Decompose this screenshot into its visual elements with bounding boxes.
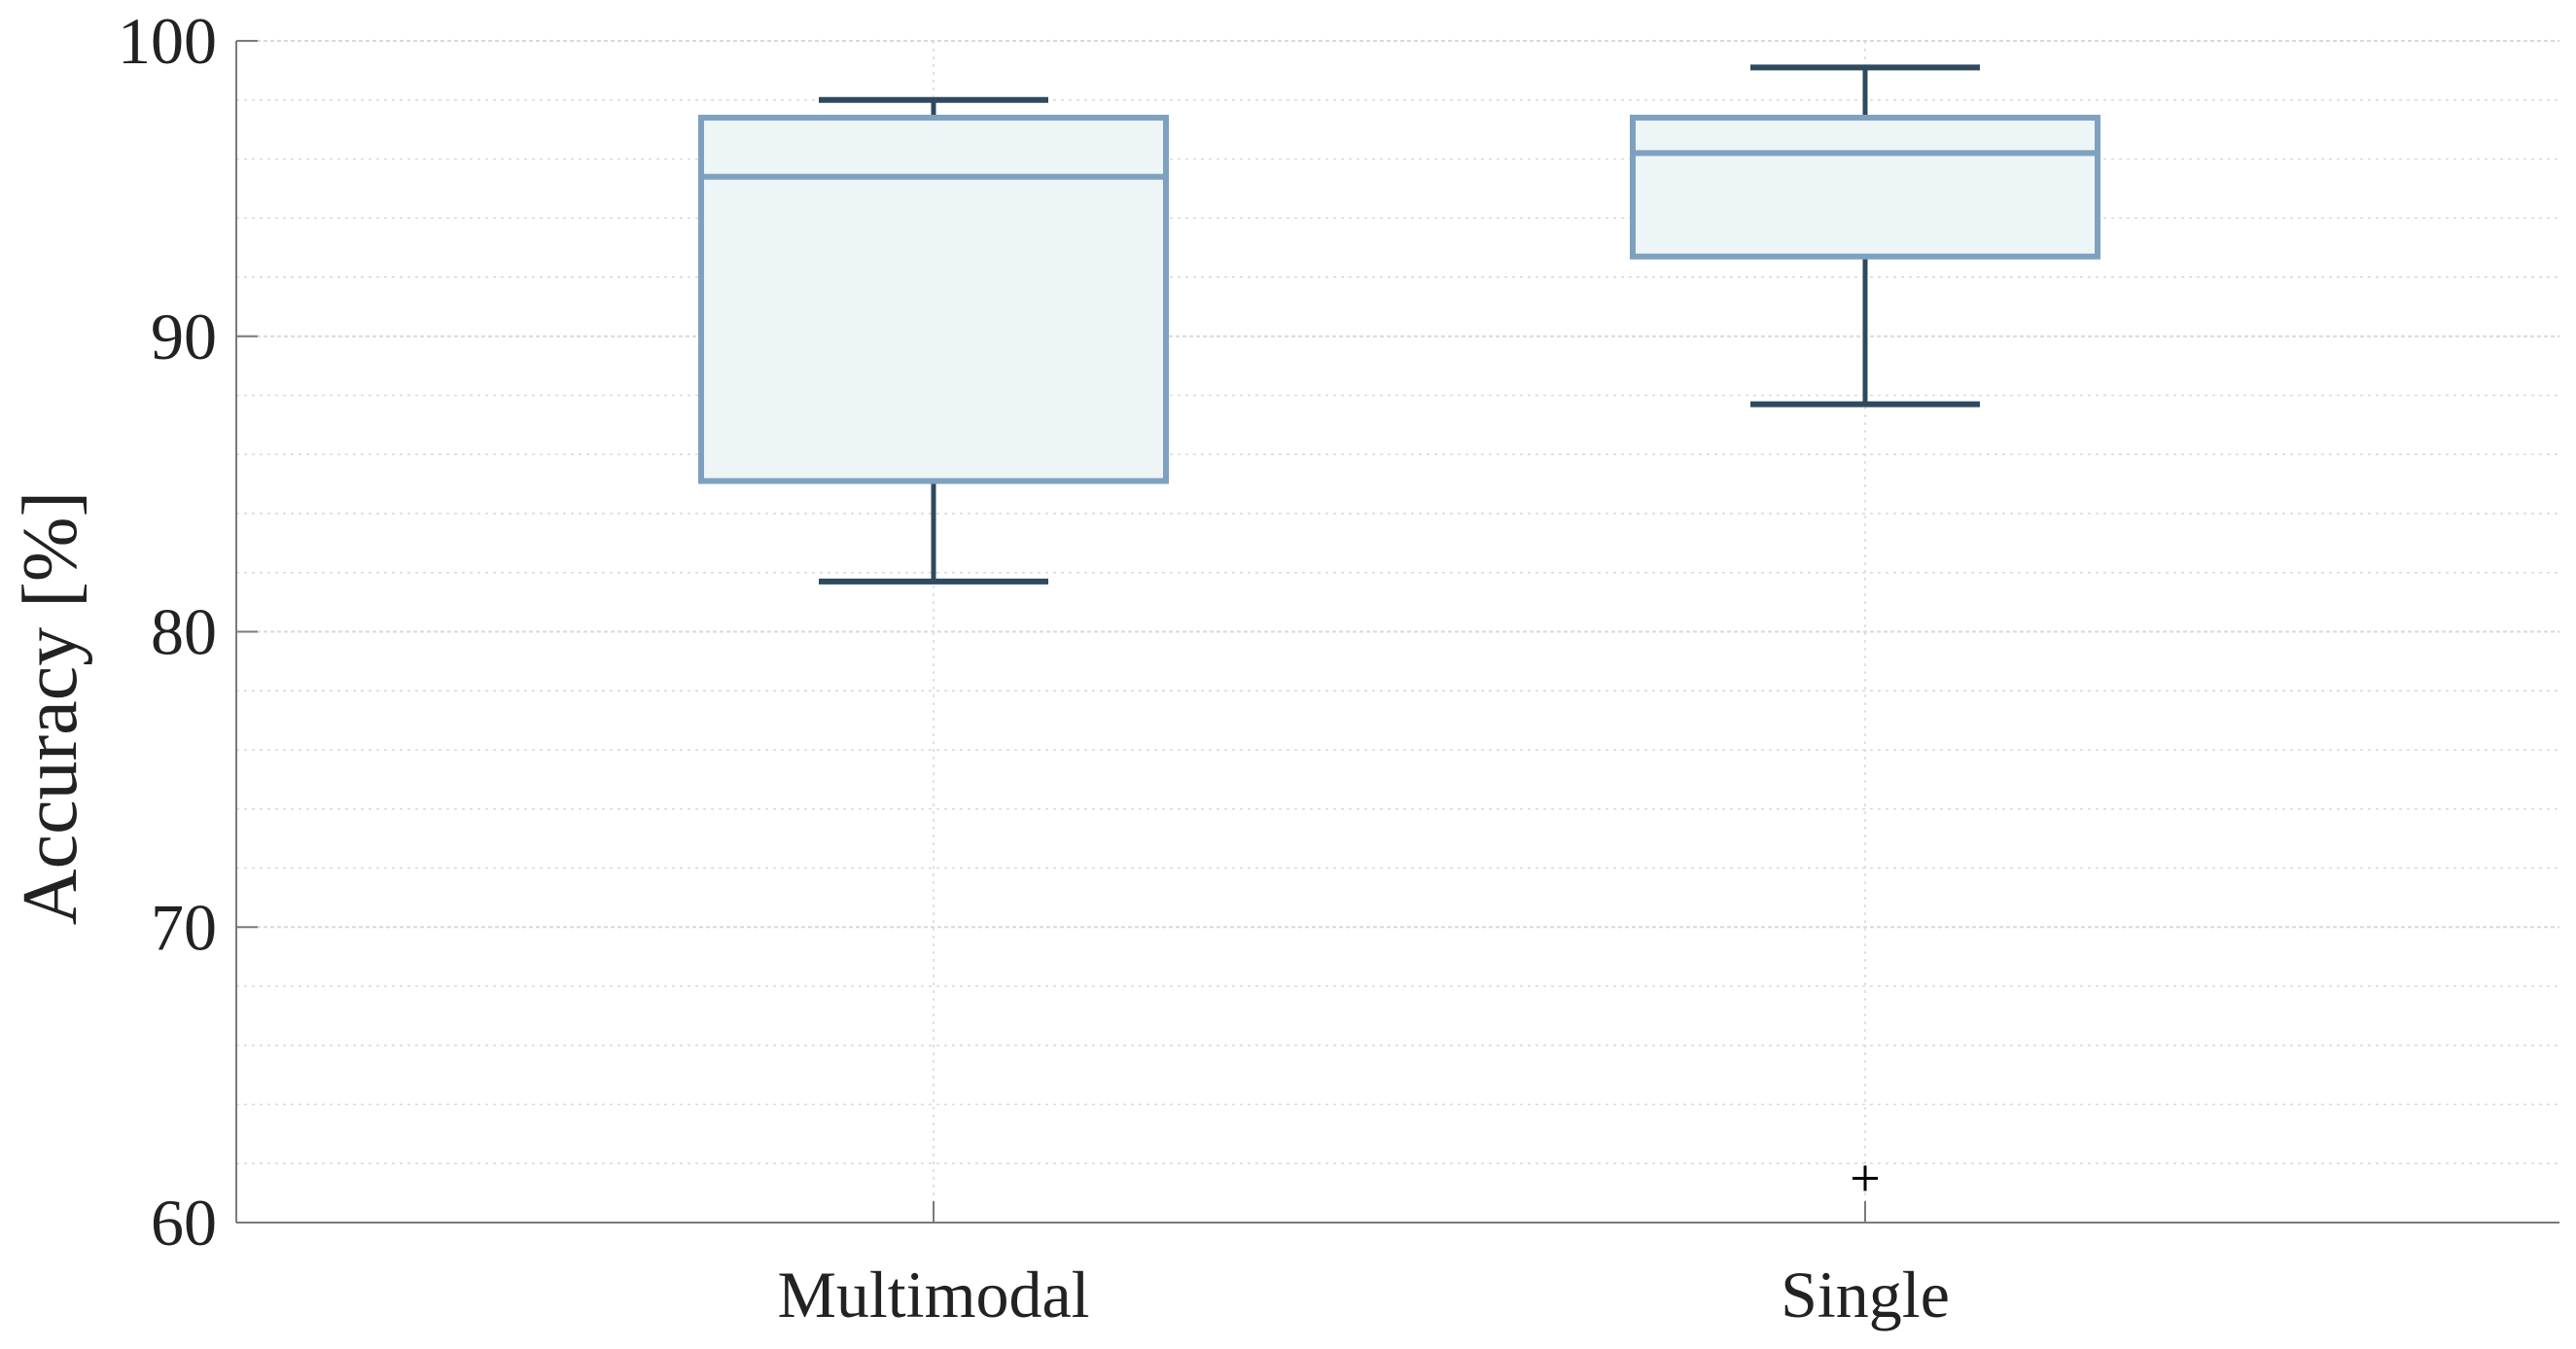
x-tick-label: Multimodal: [777, 1258, 1089, 1331]
x-tick-label: Single: [1781, 1258, 1950, 1331]
grid-lines: [236, 40, 2559, 1223]
y-tick-label: 100: [118, 4, 217, 78]
y-tick-label: 80: [151, 595, 217, 669]
y-tick-label: 70: [151, 890, 217, 964]
axes: [235, 40, 2559, 1224]
y-tick-label: 60: [151, 1186, 217, 1260]
box-single: [1630, 114, 2100, 260]
box-plot-series: [698, 64, 2100, 1191]
tick-labels: 60 70 80 90 100 Multimodal Single: [118, 4, 1950, 1331]
y-tick-label: 90: [151, 300, 217, 373]
y-axis-title: Accuracy [%]: [8, 491, 93, 925]
box-multimodal: [698, 114, 1169, 484]
outlier-marker: [1853, 1165, 1878, 1191]
